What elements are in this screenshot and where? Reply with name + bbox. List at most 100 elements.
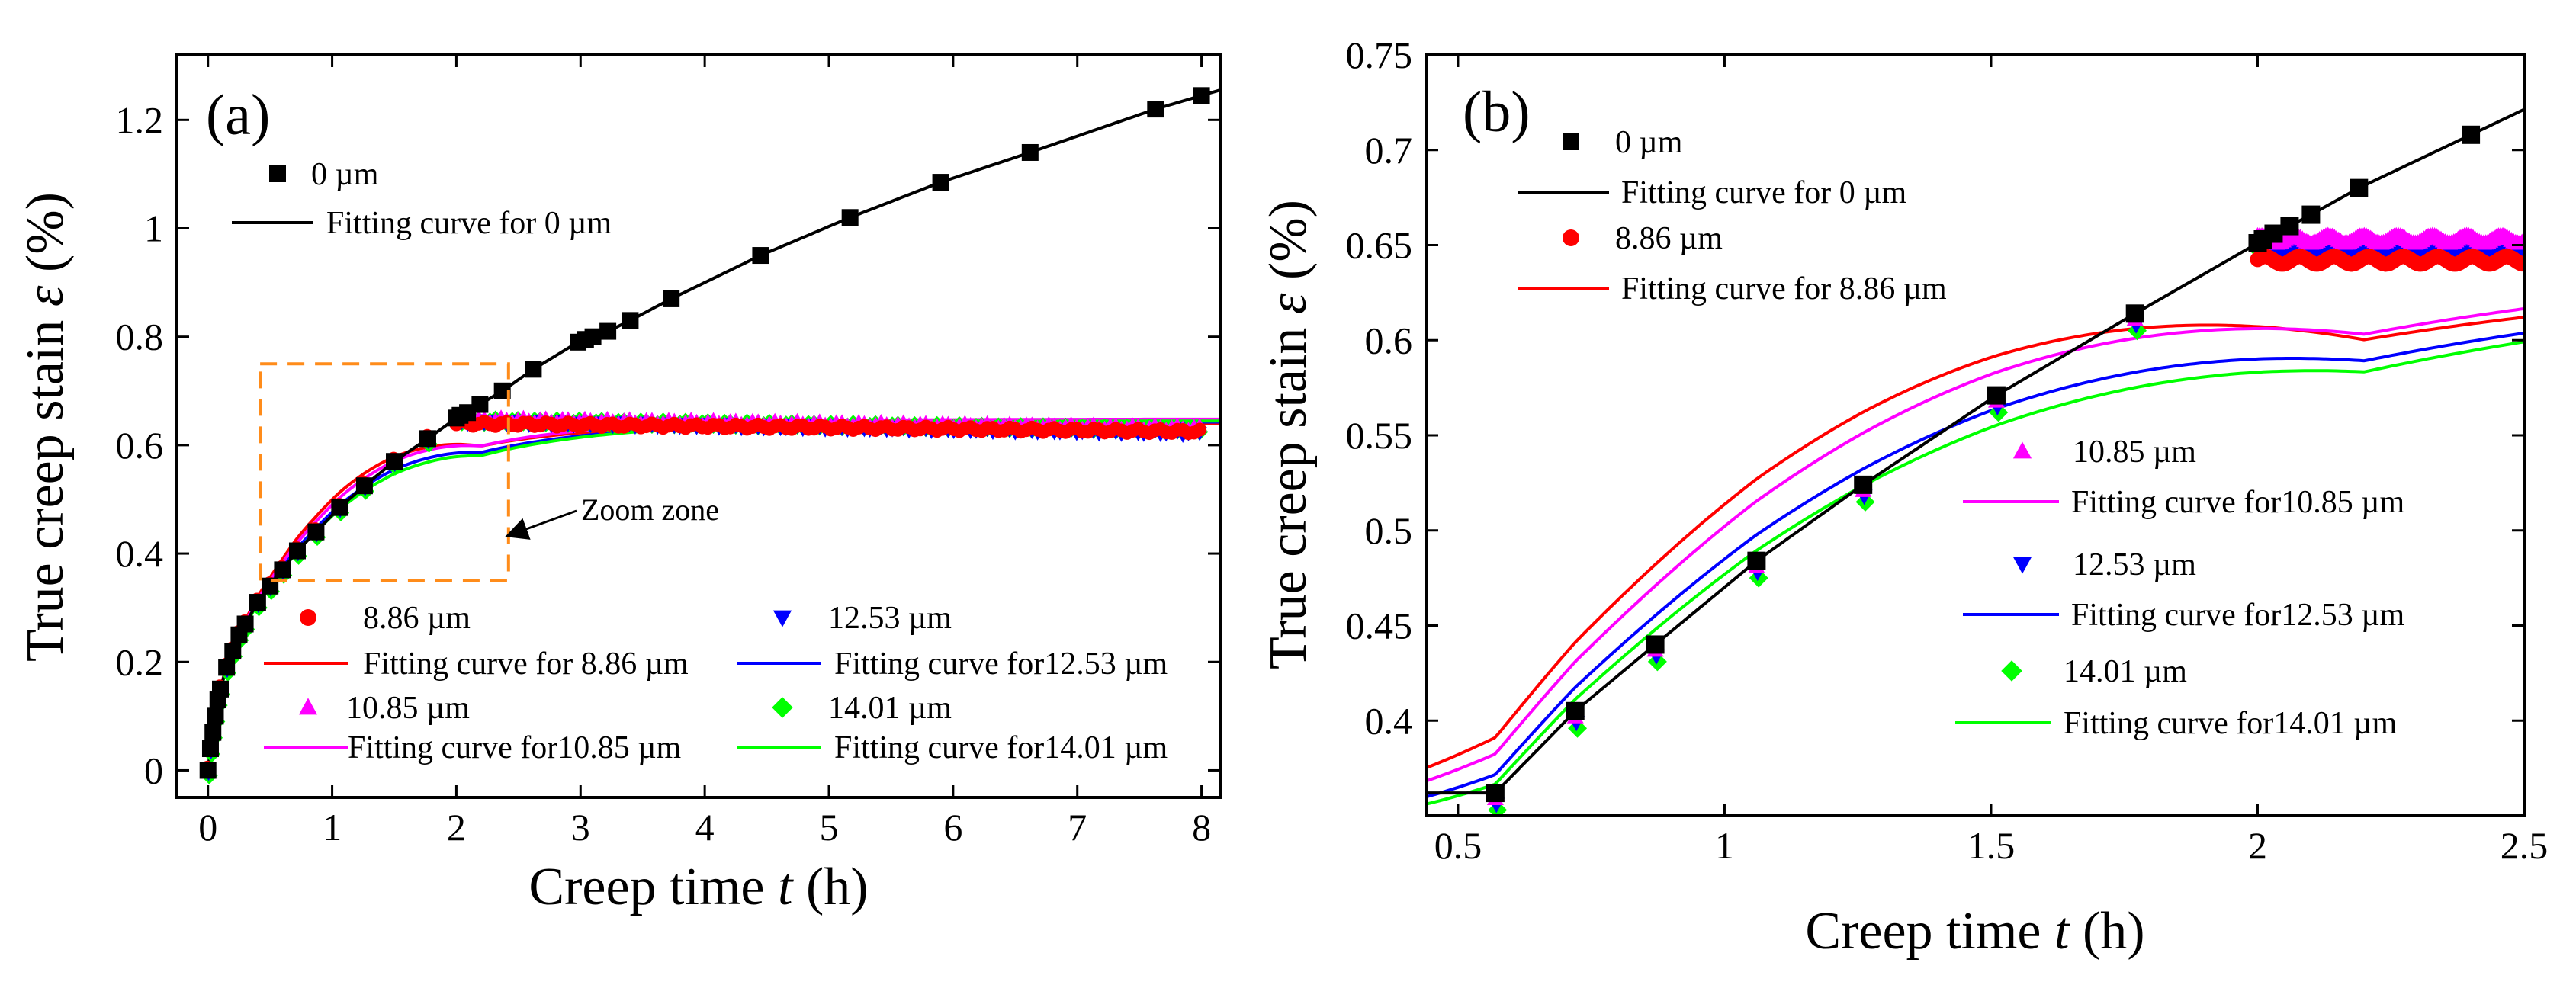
b-886-legend-entry: 8.86 µm	[1563, 221, 1723, 256]
panel-a-plot-area	[199, 87, 1220, 784]
marker-0um	[355, 477, 373, 495]
a-1085-legend-marker	[298, 698, 318, 715]
marker-0um	[419, 430, 436, 448]
b-0um-legend-marker	[1563, 133, 1579, 150]
a-1253-legend-marker	[772, 610, 792, 627]
a-0um-fit-legend-label: Fitting curve for 0 µm	[326, 206, 612, 241]
panel-b-plot-area	[1426, 107, 2524, 816]
marker-0um	[274, 561, 291, 579]
x-tick-label: 0.5	[1434, 824, 1482, 867]
marker-0um	[2280, 217, 2299, 236]
b-1085-legend-entry: 10.85 µm	[2012, 435, 2196, 470]
marker-0um	[331, 499, 348, 516]
marker-0um	[2125, 304, 2144, 323]
panel-b-legend: 0 µm Fitting curve for 0 µm 8.86 µm Fitting…	[1518, 125, 2404, 741]
y-tick-label: 1.2	[116, 98, 164, 141]
marker-0um	[622, 312, 639, 329]
fit-curve-0um	[1426, 107, 2524, 795]
a-1401-fit-legend-label: Fitting curve for14.01 µm	[834, 730, 1168, 765]
b-0um-legend-label: 0 µm	[1615, 125, 1683, 160]
a-1401-legend-marker	[772, 697, 793, 718]
marker-0um	[471, 396, 489, 413]
a-886-fit-legend-label: Fitting curve for 8.86 µm	[363, 647, 689, 682]
b-886-fit-legend-label: Fitting curve for 8.86 µm	[1621, 271, 1947, 306]
y-tick-label: 1	[144, 207, 163, 250]
marker-0um	[493, 382, 511, 399]
x-tick-label: 2.5	[2501, 824, 2549, 867]
b-1401-legend-entry: 14.01 µm	[2001, 654, 2187, 689]
marker-0um	[932, 174, 949, 191]
marker-0um	[752, 247, 769, 265]
marker-0um	[1193, 87, 1210, 104]
plot-content	[1426, 107, 2524, 816]
a-1085-fit-legend-label: Fitting curve for10.85 µm	[348, 730, 681, 765]
a-886-legend-entry: 8.86 µm	[300, 601, 471, 636]
fit-curve-886	[1426, 316, 2524, 770]
a-1253-legend-label: 12.53 µm	[828, 601, 952, 636]
panel-a-frame	[175, 53, 1222, 799]
a-1401-fit-legend-entry: Fitting curve for14.01 µm	[737, 730, 1168, 765]
marker-886	[1193, 422, 1207, 437]
x-tick-label: 6	[943, 806, 962, 849]
a-1085-legend-entry: 10.85 µm	[298, 691, 470, 726]
panel-a-axes: 0 1 2 3 4 5 6 7 8 0 0.2 0.4 0.6 0.8 1 1.2	[116, 55, 1220, 849]
a-1401-legend-entry: 14.01 µm	[772, 691, 952, 726]
b-1253-fit-legend-entry: Fitting curve for12.53 µm	[1963, 598, 2404, 633]
zoom-zone-arrow	[505, 509, 577, 540]
panel-a-y-axis-title: True creep stain ε (%)	[16, 192, 75, 662]
marker-0um	[1147, 101, 1164, 118]
marker-0um	[207, 707, 224, 725]
marker-0um	[1646, 635, 1665, 654]
panel-a-label: (a)	[206, 83, 270, 147]
a-1253-legend-entry: 12.53 µm	[772, 601, 952, 636]
x-tick-label: 1	[323, 806, 342, 849]
x-tick-label: 0	[198, 806, 217, 849]
panel-b-y-axis-title: True creep stain ε (%)	[1259, 200, 1318, 669]
b-886-fit-legend-entry: Fitting curve for 8.86 µm	[1518, 271, 1947, 306]
y-tick-label: 0.4	[116, 532, 164, 575]
y-tick-label: 0.2	[116, 640, 164, 683]
b-1085-fit-legend-entry: Fitting curve for10.85 µm	[1963, 485, 2404, 520]
x-tick-label: 1	[1715, 824, 1734, 867]
y-tick-label: 0.65	[1346, 224, 1413, 267]
b-1401-legend-label: 14.01 µm	[2064, 654, 2187, 689]
a-886-fit-legend-entry: Fitting curve for 8.86 µm	[264, 647, 689, 682]
marker-0um	[236, 615, 254, 633]
marker-0um	[199, 762, 217, 779]
b-1085-legend-marker	[2012, 441, 2032, 459]
x-tick-label: 2	[447, 806, 466, 849]
panel-b-x-axis-title: Creep time t (h)	[1805, 902, 2144, 961]
marker-0um	[2350, 178, 2369, 197]
zoom-zone-box	[259, 362, 510, 582]
marker-0um	[307, 523, 325, 541]
marker-0um	[1486, 784, 1505, 803]
panel-a: 0 1 2 3 4 5 6 7 8 0 0.2 0.4 0.6 0.8 1 1.2 (a) Creep tim…	[16, 53, 1222, 916]
marker-0um	[386, 453, 403, 470]
marker-0um	[841, 209, 859, 226]
x-tick-label: 2	[2248, 824, 2267, 867]
a-1253-fit-legend-label: Fitting curve for12.53 µm	[834, 647, 1168, 682]
x-tick-label: 3	[571, 806, 590, 849]
y-tick-label: 0.4	[1365, 699, 1413, 742]
zoom-zone-annotation: Zoom zone	[581, 492, 719, 527]
fit-curve-1253	[1426, 331, 2524, 799]
marker-0um	[288, 542, 306, 560]
x-tick-label: 4	[695, 806, 715, 849]
a-1253-fit-legend-entry: Fitting curve for12.53 µm	[737, 647, 1168, 682]
b-1253-legend-entry: 12.53 µm	[2012, 547, 2196, 582]
b-1401-legend-marker	[2001, 660, 2022, 682]
x-tick-label: 8	[1192, 806, 1211, 849]
marker-886	[2514, 256, 2524, 272]
b-0um-fit-legend-entry: Fitting curve for 0 µm	[1518, 175, 1906, 210]
panel-b-label: (b)	[1463, 80, 1531, 144]
marker-0um	[2462, 125, 2481, 144]
fit-curve-1401	[1426, 340, 2524, 806]
a-1085-legend-label: 10.85 µm	[346, 691, 470, 726]
marker-0um	[249, 594, 266, 611]
marker-0um	[1987, 386, 2006, 405]
a-0um-legend-label: 0 µm	[311, 157, 379, 192]
marker-0um	[2301, 205, 2321, 224]
y-tick-label: 0.7	[1365, 129, 1413, 172]
x-tick-label: 7	[1068, 806, 1087, 849]
y-tick-label: 0.8	[116, 316, 164, 358]
